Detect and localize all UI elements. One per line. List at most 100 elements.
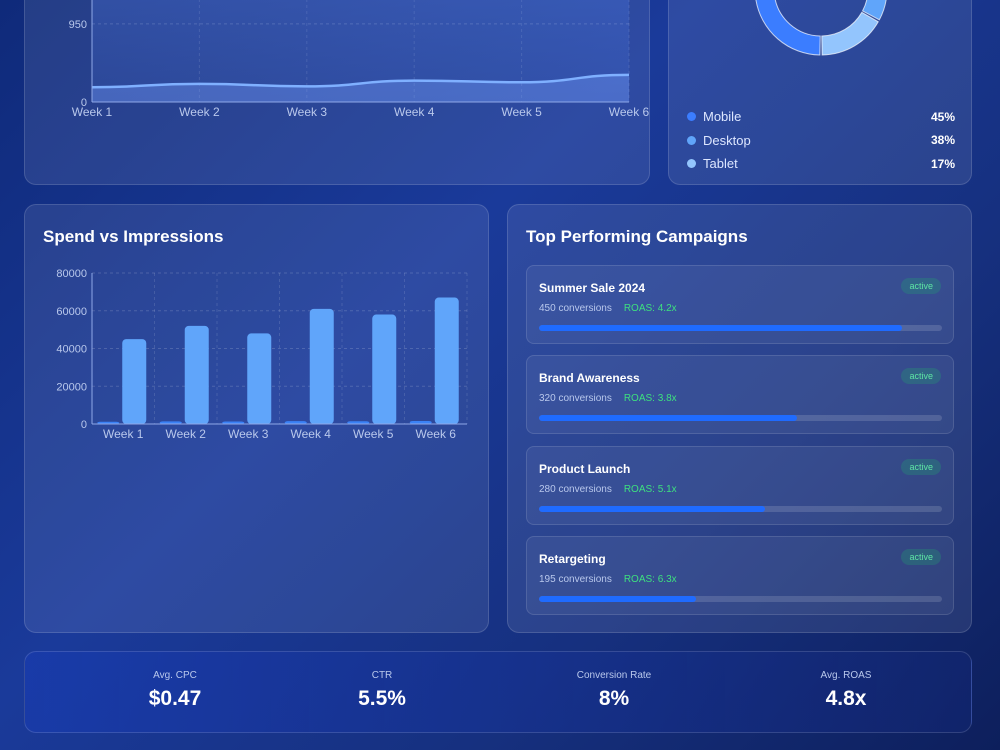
campaign-roas: ROAS: 6.3x: [623, 574, 677, 585]
campaign-conversions: 195 conversions: [539, 574, 612, 585]
bar-series-1: [122, 339, 147, 424]
campaign-progress-fill: [539, 506, 765, 512]
y-tick-label: 0: [81, 419, 87, 431]
bar-series-1: [184, 325, 209, 424]
legend-item-mobile[interactable]: Mobile 45%: [687, 105, 955, 129]
bar-series-0: [222, 421, 245, 424]
kpi-value: 8%: [598, 687, 630, 710]
y-tick-label: 20000: [56, 381, 87, 393]
x-tick-label: Week 4: [291, 427, 332, 441]
kpi-avg-cpc: Avg. CPC $0.47: [75, 670, 275, 711]
campaign-progress-track: [539, 506, 942, 512]
bar-series-0: [97, 421, 120, 424]
legend-value: 38%: [930, 133, 955, 148]
kpi-summary-bar: Avg. CPC $0.47 CTR 5.5% Conversion Rate …: [24, 651, 972, 733]
spend-impressions-chart: 0 20000 40000 60000 80000 Week 1 Week 2 Week 3 W…: [56, 268, 468, 441]
x-tick-label: Week 3: [287, 105, 328, 119]
bar-series-1: [434, 297, 459, 424]
campaign-conversions: 280 conversions: [539, 484, 612, 495]
legend-dot: [687, 112, 696, 122]
x-tick-label: Week 2: [179, 105, 220, 119]
bar-series-1: [372, 314, 397, 424]
x-tick-label: Week 3: [228, 427, 269, 441]
area-background: [92, 0, 629, 102]
legend-value: 17%: [930, 156, 955, 171]
campaign-conversions: 320 conversions: [539, 393, 612, 404]
campaign-item[interactable]: Product Launch active 280 conversions RO…: [526, 446, 954, 525]
series-area: [92, 74, 629, 102]
device-split-card: Mobile 45% Desktop 38% Tablet 17%: [668, 0, 972, 185]
series-line: [91, 73, 630, 89]
campaign-name: Brand Awareness: [539, 371, 640, 385]
x-tick-label: Week 4: [394, 105, 435, 119]
spend-impressions-card: Spend vs Impressions 0 20000 40000 60000 800…: [24, 204, 489, 633]
legend-dot: [687, 159, 696, 169]
campaign-progress-track: [539, 325, 942, 331]
donut-slice-mobile: [755, 0, 821, 56]
legend-label: Mobile: [703, 109, 742, 125]
y-tick-label: 40000: [56, 344, 87, 356]
kpi-value: $0.47: [148, 687, 202, 710]
legend-dot: [687, 135, 696, 145]
campaign-progress-track: [539, 596, 942, 602]
bar-series-1: [247, 333, 272, 424]
campaign-item[interactable]: Brand Awareness active 320 conversions R…: [526, 355, 954, 434]
campaign-progress-track: [539, 415, 942, 421]
kpi-ctr: CTR 5.5%: [282, 670, 482, 711]
kpi-label: CTR: [371, 670, 393, 681]
legend-label: Tablet: [703, 156, 738, 172]
x-tick-label: Week 1: [72, 105, 113, 119]
kpi-value: 5.5%: [358, 687, 406, 710]
status-badge: active: [901, 368, 941, 384]
campaign-roas: ROAS: 5.1x: [623, 484, 677, 495]
kpi-label: Avg. ROAS: [820, 670, 872, 681]
bar-series-0: [347, 421, 370, 424]
campaign-name: Product Launch: [539, 462, 631, 476]
kpi-label: Avg. CPC: [153, 670, 197, 681]
campaigns-title: Top Performing Campaigns: [526, 227, 748, 246]
x-tick-label: Week 1: [103, 427, 144, 441]
spend-chart-title: Spend vs Impressions: [43, 227, 224, 246]
x-tick-label: Week 5: [501, 105, 542, 119]
kpi-avg-roas: Avg. ROAS 4.8x: [746, 670, 946, 711]
kpi-value: 4.8x: [825, 687, 867, 710]
y-tick-label: 0: [81, 97, 87, 109]
donut-slice-tablet: [821, 11, 879, 56]
bar-series-0: [409, 420, 432, 424]
status-badge: active: [901, 549, 941, 565]
legend-item-desktop[interactable]: Desktop 38%: [687, 129, 955, 153]
legend-item-tablet[interactable]: Tablet 17%: [687, 152, 955, 176]
x-tick-label: Week 5: [353, 427, 394, 441]
campaign-name: Summer Sale 2024: [539, 281, 646, 295]
campaign-progress-fill: [539, 596, 697, 602]
kpi-label: Conversion Rate: [576, 670, 652, 681]
campaign-progress-fill: [539, 325, 902, 331]
status-badge: active: [901, 459, 941, 475]
campaign-item[interactable]: Retargeting active 195 conversions ROAS:…: [526, 536, 954, 615]
legend-label: Desktop: [703, 132, 751, 148]
campaign-conversions: 450 conversions: [539, 303, 612, 314]
bar-series-0: [284, 421, 307, 424]
bar-series-1: [309, 308, 334, 424]
donut-slice-desktop: [861, 0, 887, 21]
status-badge: active: [901, 278, 941, 294]
campaign-item[interactable]: Summer Sale 2024 active 450 conversions …: [526, 265, 954, 344]
campaign-progress-fill: [539, 415, 797, 421]
campaign-name: Retargeting: [539, 552, 606, 566]
legend-value: 45%: [930, 109, 955, 124]
y-tick-label: 80000: [56, 268, 87, 280]
campaign-roas: ROAS: 4.2x: [623, 303, 677, 314]
top-campaigns-card: Top Performing Campaigns Summer Sale 202…: [507, 204, 972, 633]
bar-series-0: [159, 421, 182, 424]
device-legend: Mobile 45% Desktop 38% Tablet 17%: [687, 105, 955, 176]
x-tick-label: Week 6: [416, 427, 457, 441]
x-tick-label: Week 6: [609, 105, 650, 119]
y-tick-label: 950: [69, 19, 87, 31]
y-tick-label: 60000: [56, 306, 87, 318]
x-tick-label: Week 2: [166, 427, 207, 441]
campaign-roas: ROAS: 3.8x: [623, 393, 677, 404]
device-donut-chart: [755, 0, 887, 56]
kpi-conversion-rate: Conversion Rate 8%: [514, 670, 714, 711]
